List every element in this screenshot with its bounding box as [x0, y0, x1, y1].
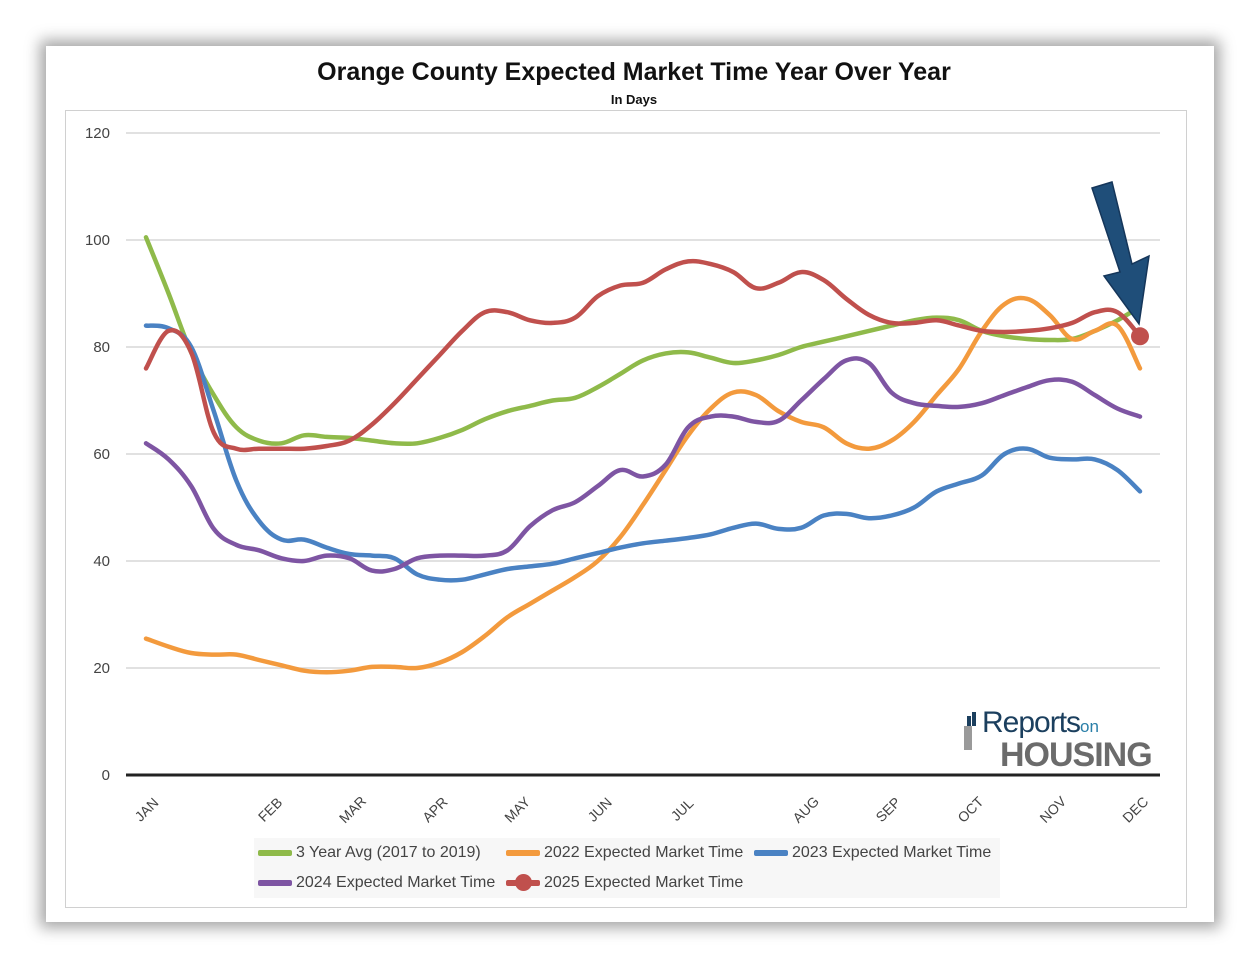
line-chart: 0 20 40 60 80 100 120 JAN FEB MAR APR MAY JUN JUL AUG… [85, 125, 1160, 827]
x-tick-label: AUG [789, 793, 822, 826]
series-2023-line [143, 323, 1143, 583]
legend-item-2023: 2023 Expected Market Time [754, 844, 991, 862]
x-tick-label: FEB [255, 794, 286, 825]
reports-on-housing-logo: Reportson HOUSING [964, 702, 1160, 774]
x-tick-label: NOV [1036, 793, 1069, 826]
legend-swatch [506, 874, 540, 891]
legend-label: 2024 Expected Market Time [296, 874, 496, 891]
x-axis-ticks: JAN FEB MAR APR MAY JUN JUL AUG SEP OCT NOV DEC [131, 793, 1151, 827]
series-2022-line [143, 295, 1143, 675]
legend-item-2024: 2024 Expected Market Time [258, 874, 495, 892]
x-tick-label: JAN [131, 794, 161, 824]
legend-label: 2025 Expected Market Time [544, 874, 744, 891]
logo-on: on [1080, 717, 1099, 736]
legend-item-2025: 2025 Expected Market Time [506, 874, 743, 892]
chart-title: Orange County Expected Market Time Year … [317, 58, 951, 86]
chart-legend: 3 Year Avg (2017 to 2019) 2022 Expected … [254, 838, 1000, 898]
x-tick-label: MAY [501, 793, 533, 825]
logo-reports-text: Reportson [982, 706, 1099, 740]
y-tick-label: 0 [102, 767, 110, 784]
logo-housing-text: HOUSING [1000, 736, 1153, 774]
legend-swatch [258, 850, 292, 856]
legend-item-2022: 2022 Expected Market Time [506, 844, 743, 862]
series-2025-line [143, 258, 1143, 453]
x-tick-label: JUL [668, 795, 697, 824]
chart-card: Orange County Expected Market Time Year … [46, 46, 1214, 922]
series-2025-end-marker [1131, 327, 1149, 346]
legend-item-3yr-avg: 3 Year Avg (2017 to 2019) [258, 844, 481, 862]
legend-swatch [754, 850, 788, 856]
legend-swatch [258, 880, 292, 886]
legend-label: 2023 Expected Market Time [792, 844, 992, 861]
series-lines [143, 235, 1149, 675]
y-tick-label: 100 [85, 232, 110, 249]
x-tick-label: SEP [873, 794, 904, 825]
legend-swatch [506, 850, 540, 856]
series-3yr-avg-line [143, 235, 1143, 447]
y-tick-label: 40 [93, 553, 110, 570]
logo-reports: Reports [982, 706, 1081, 739]
x-tick-label: JUN [584, 794, 615, 825]
annotation-arrow [1091, 181, 1150, 326]
legend-label: 3 Year Avg (2017 to 2019) [296, 844, 481, 861]
down-right-arrow-icon [1091, 181, 1150, 326]
y-tick-label: 20 [93, 660, 110, 677]
x-tick-label: MAR [336, 793, 369, 826]
series-2024-line [143, 356, 1143, 574]
x-tick-label: DEC [1119, 793, 1151, 825]
x-tick-label: OCT [954, 793, 987, 826]
house-magnifier-icon [964, 712, 976, 750]
legend-marker [515, 874, 532, 891]
legend-label: 2022 Expected Market Time [544, 844, 744, 861]
chart-subtitle: In Days [610, 92, 658, 107]
x-tick-label: APR [419, 794, 451, 826]
y-axis-ticks: 0 20 40 60 80 100 120 [85, 125, 110, 784]
y-tick-label: 80 [93, 339, 110, 356]
y-tick-label: 60 [93, 446, 110, 463]
y-tick-label: 120 [85, 125, 110, 142]
